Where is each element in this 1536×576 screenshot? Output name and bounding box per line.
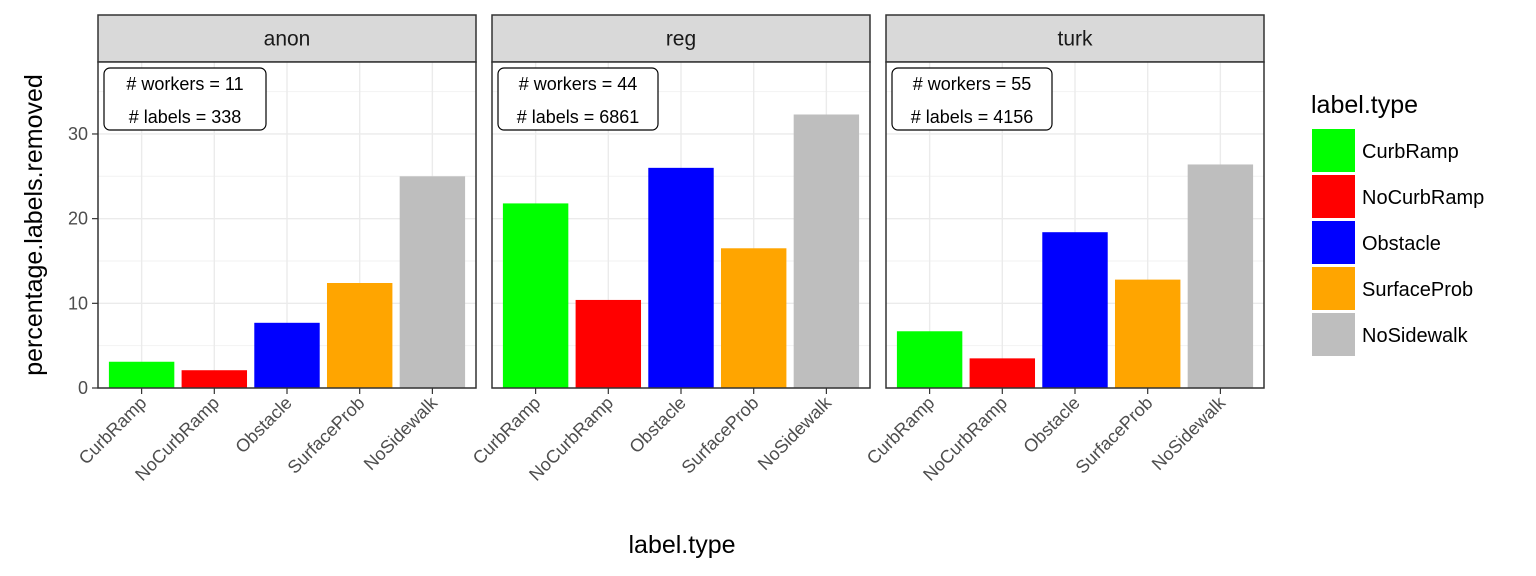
legend-key-curbramp	[1312, 129, 1355, 172]
annotation-workers: # workers = 55	[913, 74, 1032, 94]
legend-label-surfaceprob: SurfaceProb	[1362, 279, 1473, 301]
legend-label-obstacle: Obstacle	[1362, 233, 1441, 255]
panel-strip	[97, 14, 477, 63]
x-axis-title: label.type	[628, 531, 735, 559]
bar-turk-obstacle	[1042, 232, 1108, 388]
legend-key-surfaceprob	[1312, 267, 1355, 310]
panel-turk: turk # workers = 55 # labels = 4156 CurbRam…	[863, 14, 1265, 485]
bar-anon-surfaceprob	[326, 283, 393, 388]
panel-strip	[885, 14, 1265, 63]
bar-reg-curbramp	[502, 203, 569, 388]
x-tick-label: CurbRamp	[863, 393, 939, 469]
bar-anon-obstacle	[254, 322, 320, 388]
legend-label-nocurbramp: NoCurbRamp	[1362, 187, 1484, 209]
y-axis-title: percentage.labels.removed	[20, 74, 48, 376]
bar-anon-nocurbramp	[181, 370, 248, 388]
x-tick-label: Obstacle	[625, 393, 689, 457]
y-tick-label: 30	[68, 124, 88, 144]
y-tick-label: 20	[68, 209, 88, 229]
legend-label-nosidewalk: NoSidewalk	[1362, 325, 1469, 347]
bar-reg-surfaceprob	[720, 248, 787, 388]
x-tick-label: SurfaceProb	[678, 393, 763, 478]
x-tick-label: CurbRamp	[469, 393, 545, 469]
annotation-box	[103, 67, 267, 131]
x-tick-label: Obstacle	[1019, 393, 1083, 457]
y-tick-label: 10	[68, 293, 88, 313]
legend-key-nosidewalk	[1312, 313, 1355, 356]
panel-strip-label: turk	[1057, 28, 1093, 51]
panel-strip-label: reg	[666, 28, 696, 51]
legend-key-obstacle	[1312, 221, 1355, 264]
x-tick-label: SurfaceProb	[284, 393, 369, 478]
bar-turk-surfaceprob	[1114, 279, 1181, 388]
x-tick-label: NoSidewalk	[754, 392, 836, 474]
bar-turk-nosidewalk	[1187, 164, 1254, 388]
bar-anon-curbramp	[108, 361, 175, 388]
y-tick-label: 0	[78, 378, 88, 398]
x-tick-label: NoSidewalk	[360, 392, 442, 474]
panel-anon: anon # workers = 11 # labels = 338 CurbRamp…	[75, 14, 477, 485]
legend-title: label.type	[1311, 91, 1418, 119]
x-tick-label: NoSidewalk	[1148, 392, 1230, 474]
annotation-box	[891, 67, 1053, 131]
x-tick-label: Obstacle	[231, 393, 295, 457]
bar-turk-nocurbramp	[969, 358, 1036, 388]
legend-key-nocurbramp	[1312, 175, 1355, 218]
annotation-box	[497, 67, 659, 131]
panel-reg: reg # workers = 44 # labels = 6861 CurbRamp…	[469, 14, 871, 485]
annotation-labels: # labels = 338	[129, 107, 242, 127]
legend: label.type CurbRamp NoCurbRamp Obstacle Surf…	[1311, 91, 1484, 356]
annotation-workers: # workers = 44	[519, 74, 638, 94]
legend-label-curbramp: CurbRamp	[1362, 141, 1459, 163]
x-tick-label: CurbRamp	[75, 393, 151, 469]
annotation-labels: # labels = 6861	[517, 107, 640, 127]
bar-reg-nosidewalk	[793, 114, 860, 388]
panel-strip-label: anon	[264, 28, 311, 51]
annotation-labels: # labels = 4156	[911, 107, 1034, 127]
panel-strip	[491, 14, 871, 63]
bar-reg-obstacle	[648, 167, 714, 388]
bar-reg-nocurbramp	[575, 299, 642, 388]
x-tick-label: SurfaceProb	[1072, 393, 1157, 478]
bar-turk-curbramp	[896, 331, 963, 388]
bar-anon-nosidewalk	[399, 176, 466, 388]
annotation-workers: # workers = 11	[126, 74, 243, 94]
